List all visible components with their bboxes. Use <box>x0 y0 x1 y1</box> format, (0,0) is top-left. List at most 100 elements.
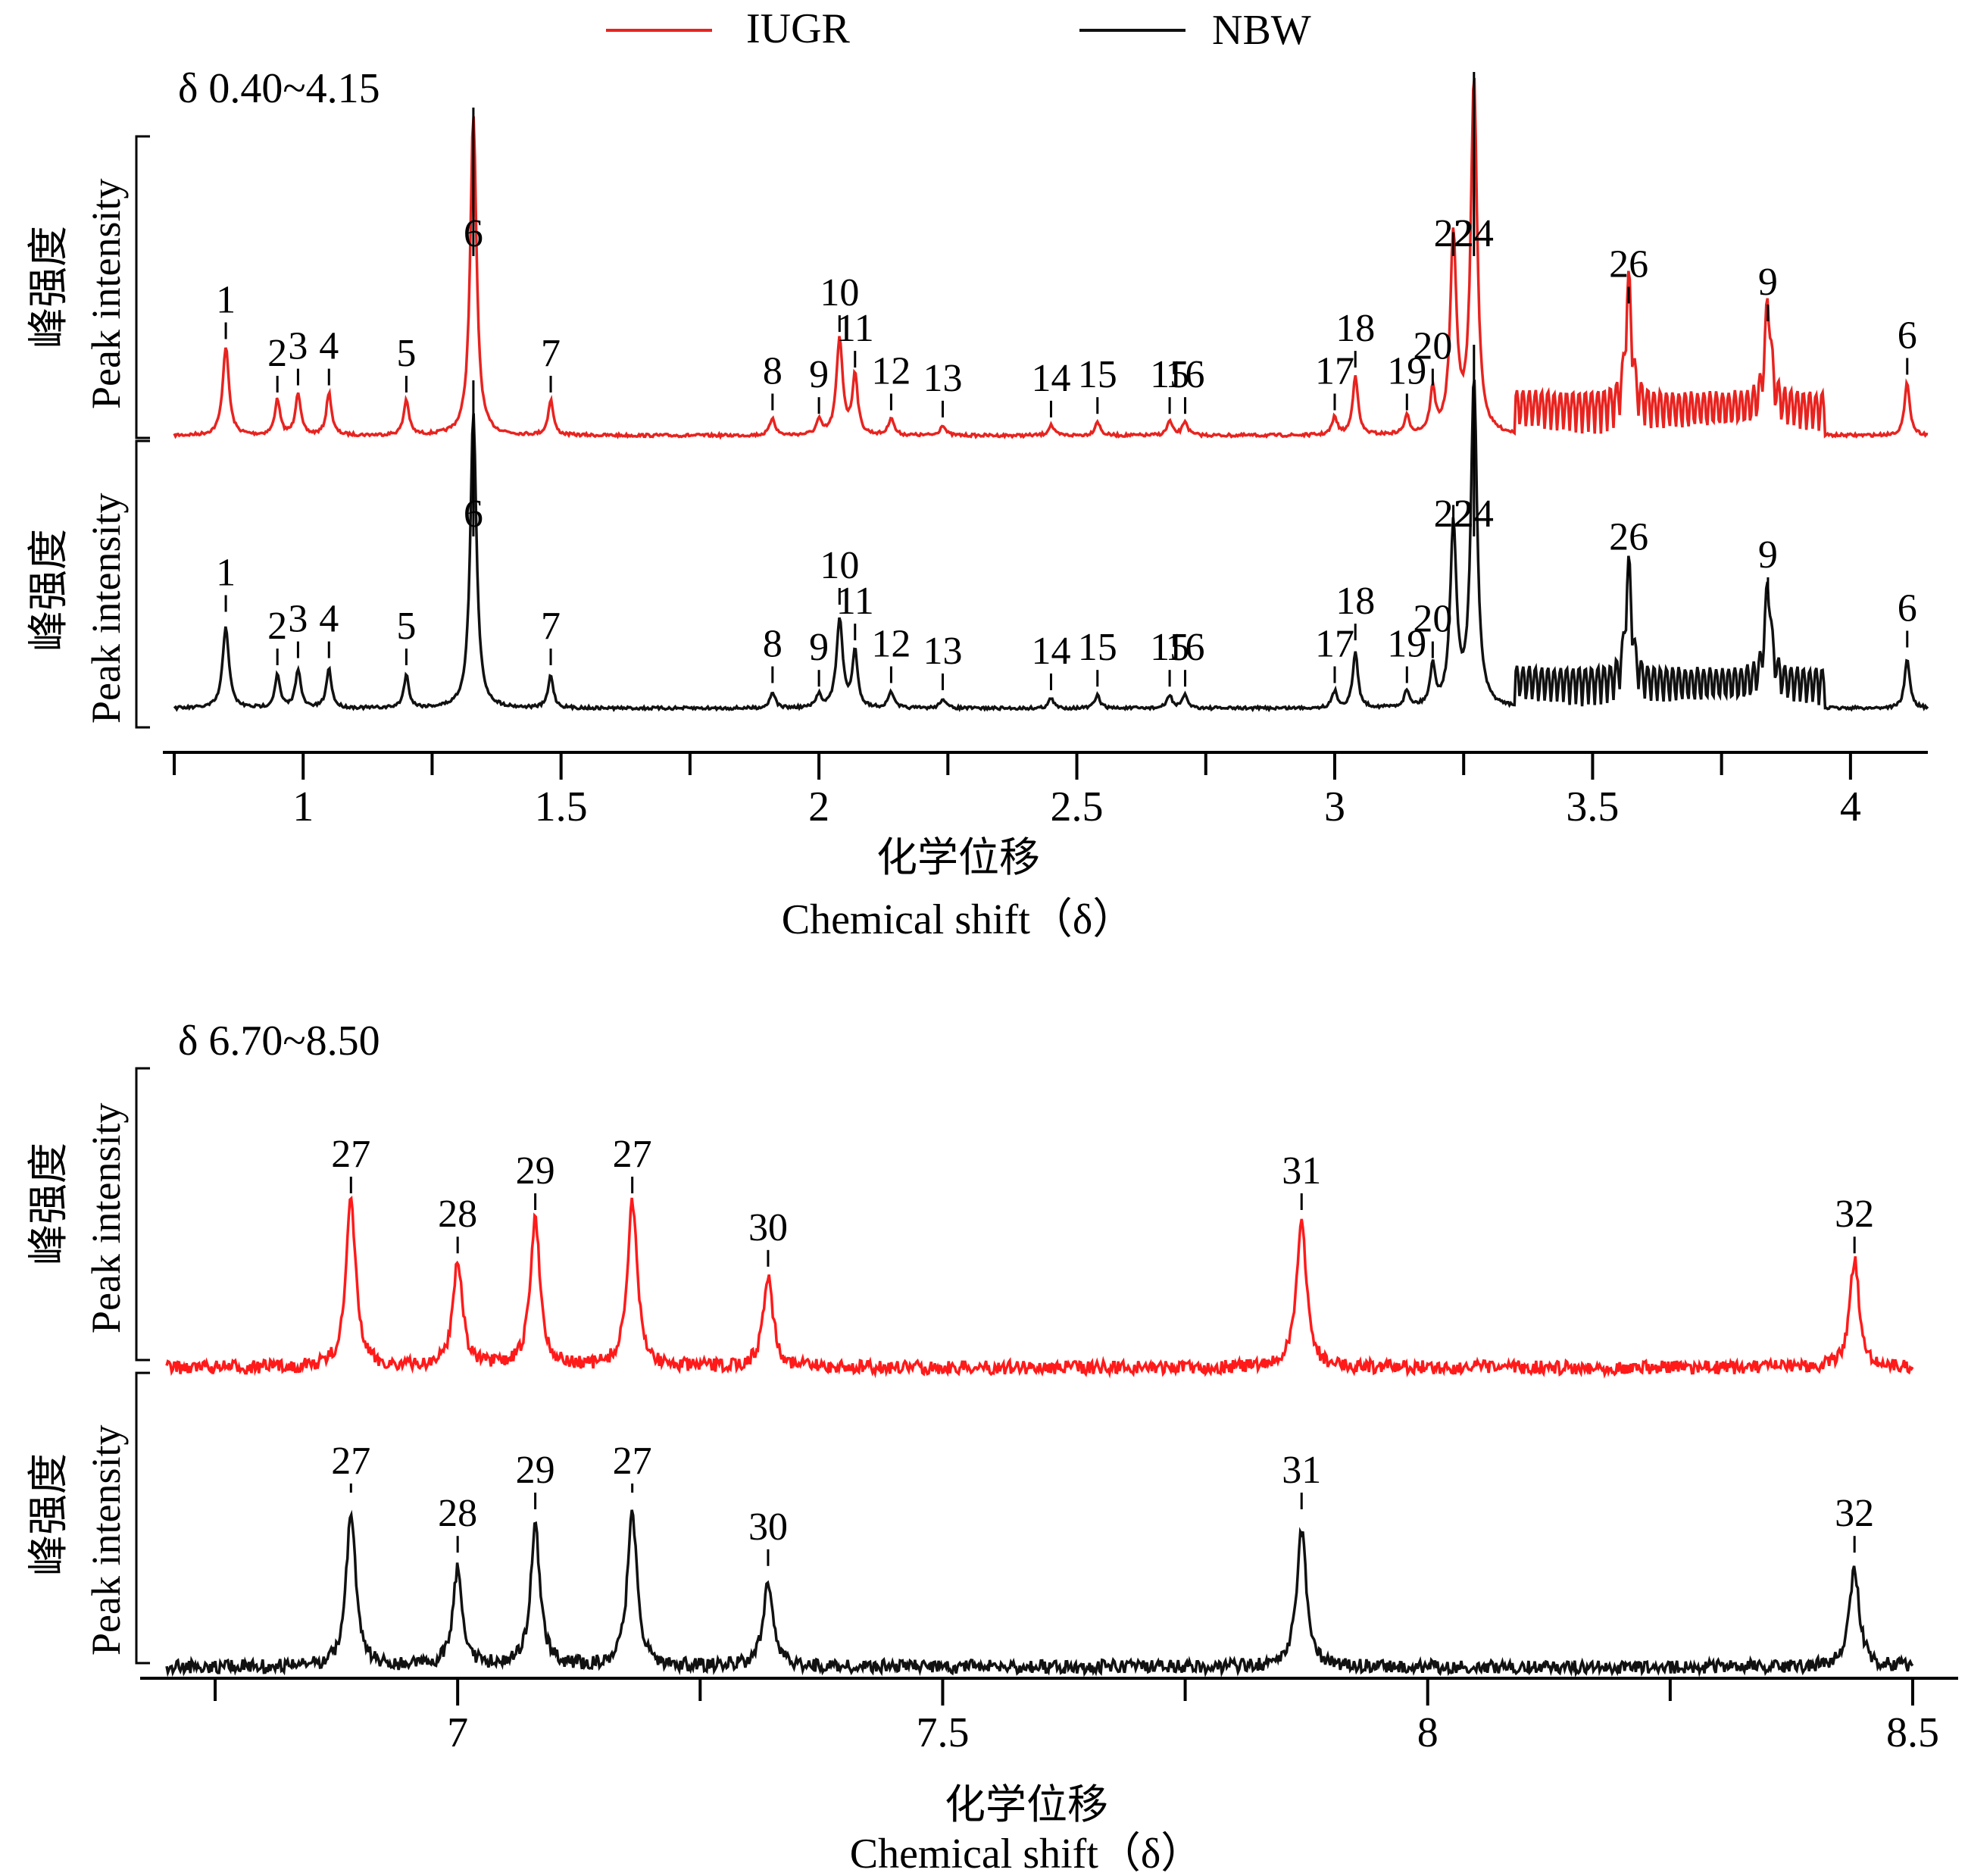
peak-label-iugr-3: 4 <box>319 325 339 368</box>
peak-label-nbw-18: 18 <box>1335 580 1375 623</box>
peak-label-iugr-2: 29 <box>516 1149 555 1193</box>
panel-2-nbw-spectrum <box>165 1509 1914 1678</box>
peak-label-iugr-10: 11 <box>836 307 874 350</box>
peak-label-iugr-22: 24 <box>1454 212 1494 255</box>
peak-label-iugr-19: 19 <box>1387 350 1426 393</box>
peak-label-nbw-6: 7 <box>541 605 561 648</box>
panel-2: δ 6.70~8.50 峰强度 Peak intensity 峰强度 Peak … <box>24 1018 1958 1876</box>
legend: IUGR NBW <box>606 5 1311 54</box>
peak-label-nbw-0: 1 <box>216 552 236 595</box>
x-tick-label: 3.5 <box>1566 783 1619 830</box>
peak-label-nbw-11: 12 <box>871 623 911 666</box>
panel-1-ylabel-bracket-bottom <box>135 439 150 729</box>
panel-1-xlabel-en: Chemical shift（δ） <box>782 896 1136 943</box>
peak-label-nbw-13: 14 <box>1032 630 1071 673</box>
peak-label-nbw-2: 3 <box>288 598 308 641</box>
panel-1-ticks: 1 1.5 2 2.5 3 3.5 4 <box>173 752 1861 830</box>
x-tick-label: 1 <box>292 783 314 830</box>
x-tick-label: 4 <box>1840 783 1861 830</box>
peak-label-iugr-20: 20 <box>1413 325 1452 368</box>
peak-label-iugr-5: 6 <box>464 212 483 255</box>
x-tick-label: 3 <box>1324 783 1345 830</box>
panel-1-ylabel-cn-top: 峰强度 <box>24 226 72 349</box>
peak-label-nbw-10: 11 <box>836 580 874 623</box>
panel-2-ylabel-cn-top: 峰强度 <box>24 1143 72 1265</box>
x-tick-label: 1.5 <box>535 783 588 830</box>
peak-label-nbw-9: 10 <box>820 544 859 587</box>
peak-label-nbw-4: 5 <box>396 605 416 648</box>
peak-label-iugr-24: 9 <box>1758 261 1778 304</box>
peak-label-iugr-4: 30 <box>748 1206 788 1249</box>
peak-label-nbw-3: 4 <box>319 598 339 641</box>
legend-label-iugr: IUGR <box>746 5 851 52</box>
panel-1-nbw-spectrum <box>173 380 1929 713</box>
peak-label-iugr-11: 12 <box>871 350 911 393</box>
peak-label-iugr-16: 16 <box>1166 353 1205 396</box>
peak-label-nbw-2: 29 <box>516 1449 555 1492</box>
peak-label-nbw-6: 32 <box>1835 1492 1874 1535</box>
peak-label-iugr-1: 2 <box>267 332 287 375</box>
peak-label-iugr-23: 26 <box>1609 243 1648 286</box>
panel-2-ylabel-bracket-top <box>135 1067 150 1362</box>
peak-label-nbw-19: 19 <box>1387 623 1426 666</box>
panel-1: δ 0.40~4.15 峰强度 Peak intensity 峰强度 Peak … <box>24 65 1929 943</box>
peak-label-iugr-6: 32 <box>1835 1193 1874 1236</box>
peak-label-nbw-4: 30 <box>748 1505 788 1549</box>
peak-label-nbw-5: 6 <box>464 492 483 536</box>
peak-label-iugr-2: 3 <box>288 325 308 368</box>
peak-label-nbw-22: 24 <box>1454 492 1494 536</box>
panel-2-peak-labels: 27 28 29 27 30 31 32 27 28 29 27 30 31 32 <box>331 1133 1874 1566</box>
peak-label-iugr-6: 7 <box>541 332 561 375</box>
peak-label-nbw-17: 17 <box>1315 623 1354 666</box>
panel-1-xlabel-cn: 化学位移 <box>876 833 1040 881</box>
peak-label-iugr-8: 9 <box>809 353 829 396</box>
panel-2-xlabel-cn: 化学位移 <box>945 1781 1108 1828</box>
panel-2-xlabel-en: Chemical shift（δ） <box>850 1831 1204 1872</box>
peak-label-nbw-1: 2 <box>267 605 287 648</box>
x-tick-label: 2.5 <box>1051 783 1104 830</box>
panel-2-ylabel-en-top: Peak intensity <box>83 1103 129 1334</box>
peak-label-iugr-4: 5 <box>396 332 416 375</box>
peak-label-iugr-21: 22 <box>1434 212 1473 255</box>
panel-1-ylabel-bracket-top <box>135 135 150 439</box>
peak-label-iugr-3: 27 <box>613 1133 652 1176</box>
peak-label-iugr-9: 10 <box>820 271 859 314</box>
peak-label-iugr-7: 8 <box>763 350 783 393</box>
peak-label-nbw-25: 6 <box>1898 587 1917 630</box>
panel-2-ylabel-cn-bottom: 峰强度 <box>24 1453 72 1576</box>
peak-label-nbw-3: 27 <box>613 1440 652 1483</box>
peak-label-nbw-0: 27 <box>331 1440 370 1483</box>
x-tick-label: 8.5 <box>1886 1709 1939 1756</box>
peak-label-iugr-25: 6 <box>1898 314 1917 358</box>
peak-label-nbw-7: 8 <box>763 623 783 666</box>
x-tick-label: 8 <box>1417 1709 1439 1756</box>
peak-label-nbw-5: 31 <box>1282 1449 1321 1492</box>
peak-label-iugr-5: 31 <box>1282 1149 1321 1193</box>
peak-label-nbw-12: 13 <box>923 630 963 673</box>
peak-label-iugr-14: 15 <box>1078 353 1117 396</box>
peak-label-nbw-14: 15 <box>1078 626 1117 669</box>
legend-label-nbw: NBW <box>1212 7 1311 54</box>
peak-label-nbw-23: 26 <box>1609 516 1648 559</box>
peak-label-nbw-15: 15 <box>1150 626 1189 669</box>
peak-label-nbw-21: 22 <box>1434 492 1473 536</box>
panel-2-ylabel-en-bottom: Peak intensity <box>83 1425 129 1656</box>
peak-label-iugr-0: 27 <box>331 1133 370 1176</box>
x-tick-label: 2 <box>808 783 829 830</box>
peak-label-iugr-15: 15 <box>1150 353 1189 396</box>
panel-1-title: δ 0.40~4.15 <box>178 65 380 112</box>
panel-1-ylabel-en-top: Peak intensity <box>83 179 129 409</box>
peak-label-nbw-1: 28 <box>438 1492 477 1535</box>
x-tick-label: 7.5 <box>916 1709 969 1756</box>
panel-2-ylabel-bracket-bottom <box>135 1371 150 1665</box>
panel-1-iugr-spectrum <box>173 77 1929 440</box>
peak-label-iugr-12: 13 <box>923 357 963 400</box>
peak-label-nbw-20: 20 <box>1413 598 1452 641</box>
peak-label-nbw-24: 9 <box>1758 533 1778 577</box>
x-tick-label: 7 <box>447 1709 468 1756</box>
panel-1-ylabel-cn-bottom: 峰强度 <box>24 529 72 652</box>
peak-label-iugr-0: 1 <box>216 279 236 322</box>
